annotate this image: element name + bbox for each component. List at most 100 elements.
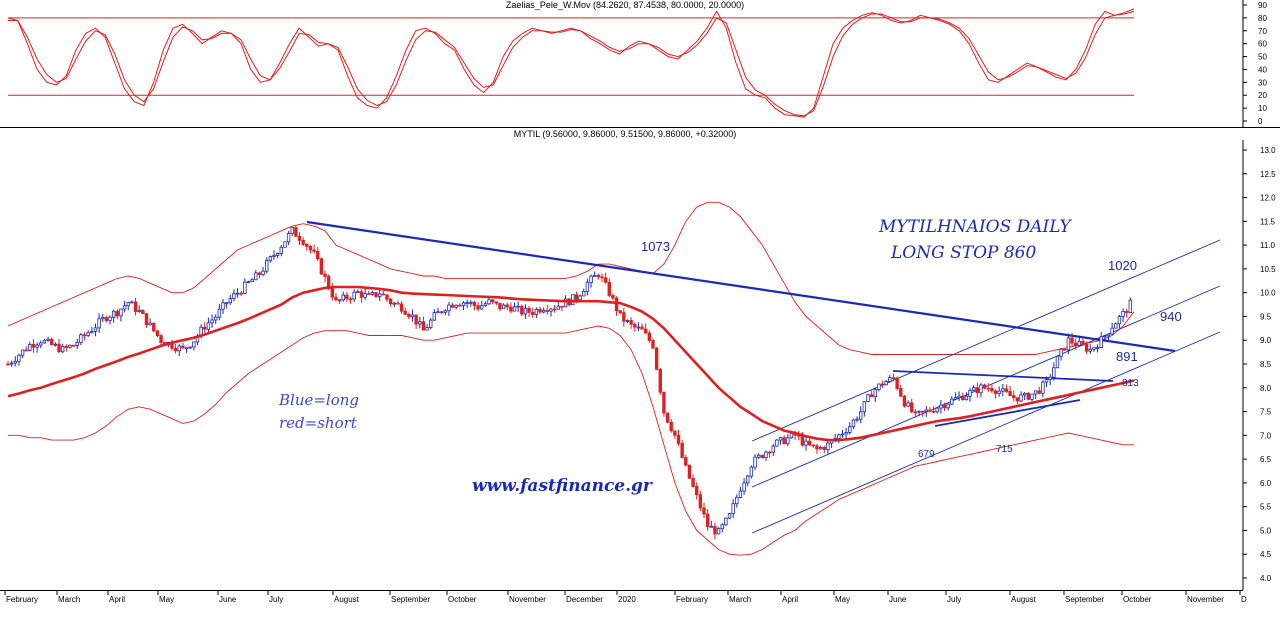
candle-body <box>1106 333 1111 337</box>
x-tick-label: November <box>1187 595 1224 604</box>
candle-body <box>662 391 666 414</box>
candle-body <box>352 291 356 300</box>
candle-body <box>713 525 717 535</box>
candle-body <box>695 486 699 496</box>
price-tick-label: 11.0 <box>1260 241 1276 250</box>
candle-body <box>651 340 655 349</box>
candle-body <box>290 227 294 234</box>
candle-body <box>1026 392 1031 400</box>
candle-body <box>654 347 659 370</box>
candle-body <box>472 301 477 307</box>
candle-body <box>97 318 101 329</box>
candle-body <box>596 274 601 278</box>
candle-body <box>946 403 950 409</box>
candle-body <box>924 409 928 413</box>
candle-body <box>837 434 841 439</box>
candle-body <box>454 304 458 308</box>
candle-body <box>192 341 196 348</box>
candle-body <box>181 345 185 349</box>
candle-body <box>563 298 568 308</box>
x-tick-label: June <box>219 595 237 604</box>
candle-body <box>104 317 109 321</box>
candle-body <box>1066 337 1071 351</box>
candle-body <box>250 279 254 283</box>
candle-body <box>855 418 859 421</box>
candle-body <box>935 407 939 413</box>
candle-body <box>39 342 43 346</box>
candle-body <box>1041 381 1045 394</box>
candle-body <box>272 254 276 257</box>
candle-body <box>1125 311 1129 313</box>
price-tick-label: 10.5 <box>1260 265 1276 274</box>
candle-body <box>589 275 593 284</box>
candle-body <box>731 503 735 515</box>
candle-body <box>622 312 626 322</box>
candle-body <box>377 293 382 297</box>
candle-body <box>57 343 61 353</box>
candle-body <box>243 281 247 294</box>
candle-body <box>1012 395 1016 399</box>
candle-body <box>669 421 673 432</box>
candle-body <box>235 292 240 295</box>
osc-tick-label: 40 <box>1258 65 1267 74</box>
candle-body <box>735 497 739 505</box>
moving-average-line <box>7 285 1135 442</box>
candle-body <box>1128 299 1133 313</box>
candle-body <box>826 442 830 450</box>
candle-body <box>469 301 473 304</box>
candle-body <box>516 305 520 308</box>
heading-line-1: MYTILHNAIOS DAILY <box>878 217 1072 237</box>
candle-body <box>840 433 845 436</box>
candle-body <box>665 412 670 423</box>
price-tick-label: 7.0 <box>1260 431 1272 440</box>
x-tick-label: July <box>269 595 283 604</box>
candle-body <box>130 301 134 304</box>
candle-body <box>1110 327 1114 335</box>
candle-body <box>647 332 652 341</box>
x-tick-label: April <box>109 595 125 604</box>
candle-body <box>910 402 914 413</box>
candle-body <box>822 447 826 450</box>
candle-body <box>917 410 921 413</box>
label-1073: 1073 <box>641 239 670 254</box>
candlesticks <box>6 225 1133 540</box>
candle-body <box>644 328 648 334</box>
candle-body <box>498 302 502 310</box>
candle-body <box>727 513 732 519</box>
candle-body <box>815 445 819 450</box>
candle-body <box>42 339 47 344</box>
candle-body <box>1099 336 1103 348</box>
candle-body <box>603 277 608 283</box>
candle-body <box>68 344 72 348</box>
downtrend-line <box>306 220 1176 353</box>
candle-body <box>640 326 644 330</box>
x-tick-label: February <box>6 595 38 604</box>
candle-body <box>1063 348 1067 351</box>
candle-body <box>461 302 466 306</box>
candle-body <box>1030 393 1034 400</box>
label-715: 715 <box>996 444 1013 455</box>
candle-body <box>396 302 400 305</box>
candle-body <box>319 258 324 275</box>
candle-body <box>629 320 633 325</box>
x-tick-label: June <box>889 595 907 604</box>
price-tick-label: 4.5 <box>1260 550 1272 559</box>
candle-body <box>888 377 892 382</box>
candle-body <box>771 445 775 453</box>
legend-red-short: red=short <box>279 414 358 432</box>
candle-body <box>592 274 597 277</box>
candle-body <box>476 305 480 310</box>
price-tick-label: 8.0 <box>1260 384 1272 393</box>
price-tick-label: 4.0 <box>1260 574 1272 583</box>
candle-body <box>560 305 564 308</box>
label-813: 813 <box>1122 378 1139 389</box>
candle-body <box>421 321 426 331</box>
candle-body <box>370 292 375 295</box>
candle-body <box>684 457 688 466</box>
candle-body <box>20 349 25 356</box>
candle-body <box>330 287 335 298</box>
candle-body <box>698 494 703 509</box>
candle-body <box>323 273 327 277</box>
candle-body <box>374 292 378 297</box>
